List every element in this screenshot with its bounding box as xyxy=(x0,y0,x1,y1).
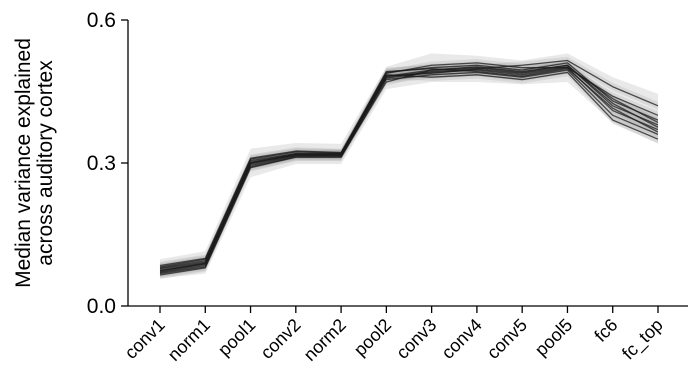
x-tick-label: norm1 xyxy=(164,315,214,365)
y-ticks: 0.0 0.3 0.6 xyxy=(87,9,128,318)
series-line-10 xyxy=(159,66,659,272)
x-tick-label: pool2 xyxy=(350,315,395,360)
y-tick-label: 0.0 xyxy=(87,295,116,318)
series-lines xyxy=(159,59,659,276)
x-tick-label: fc_top xyxy=(618,315,668,365)
y-axis-label: Median variance explained across auditory… xyxy=(12,38,57,288)
y-tick-label: 0.6 xyxy=(87,9,116,32)
series-line-7 xyxy=(159,71,659,270)
x-tick-label: pool1 xyxy=(214,315,259,360)
y-tick-label: 0.3 xyxy=(87,152,116,175)
x-tick-label: conv3 xyxy=(392,315,440,363)
series-line-2 xyxy=(159,67,659,274)
x-tick-label: conv5 xyxy=(483,315,531,363)
x-tick-label: pool5 xyxy=(531,315,576,360)
y-axis-label-line-1: Median variance explained xyxy=(12,38,35,288)
series-line-4 xyxy=(159,69,659,276)
series-line-9 xyxy=(159,67,659,268)
x-tick-label: fc6 xyxy=(590,315,621,346)
error-band-group xyxy=(160,53,658,279)
x-tick-label: conv1 xyxy=(121,315,169,363)
x-tick-label: norm2 xyxy=(300,315,350,365)
series-band-4 xyxy=(160,66,658,279)
y-axis-label-line-2: across auditory cortex xyxy=(34,60,57,266)
series-line-8 xyxy=(159,64,659,275)
x-tick-label: conv2 xyxy=(257,315,305,363)
series-band-7 xyxy=(160,68,658,273)
x-tick-label: conv4 xyxy=(438,315,486,363)
